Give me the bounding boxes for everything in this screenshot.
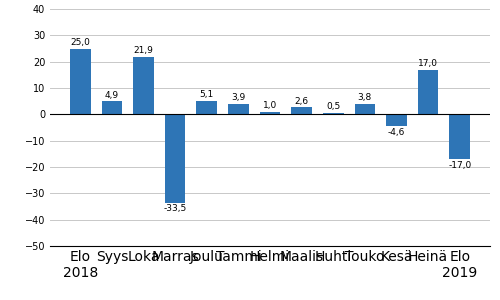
Bar bbox=[102, 101, 122, 114]
Bar bbox=[418, 70, 438, 114]
Text: 21,9: 21,9 bbox=[134, 46, 154, 55]
Text: 4,9: 4,9 bbox=[105, 91, 119, 100]
Text: -17,0: -17,0 bbox=[448, 161, 471, 170]
Text: 3,8: 3,8 bbox=[358, 94, 372, 103]
Text: 17,0: 17,0 bbox=[418, 59, 438, 68]
Bar bbox=[133, 57, 154, 114]
Bar bbox=[386, 114, 407, 126]
Bar bbox=[323, 113, 344, 114]
Text: 1,0: 1,0 bbox=[263, 101, 277, 110]
Text: 5,1: 5,1 bbox=[200, 90, 214, 99]
Bar bbox=[70, 49, 90, 114]
Bar bbox=[165, 114, 186, 202]
Text: 25,0: 25,0 bbox=[70, 38, 90, 47]
Bar bbox=[354, 104, 375, 114]
Bar bbox=[196, 101, 217, 114]
Text: -33,5: -33,5 bbox=[164, 204, 187, 213]
Text: 2,6: 2,6 bbox=[294, 97, 308, 106]
Bar bbox=[228, 104, 248, 114]
Text: 3,9: 3,9 bbox=[232, 93, 245, 102]
Bar bbox=[260, 112, 280, 114]
Bar bbox=[450, 114, 470, 159]
Text: -4,6: -4,6 bbox=[388, 128, 405, 137]
Text: 0,5: 0,5 bbox=[326, 102, 340, 111]
Bar bbox=[292, 107, 312, 114]
